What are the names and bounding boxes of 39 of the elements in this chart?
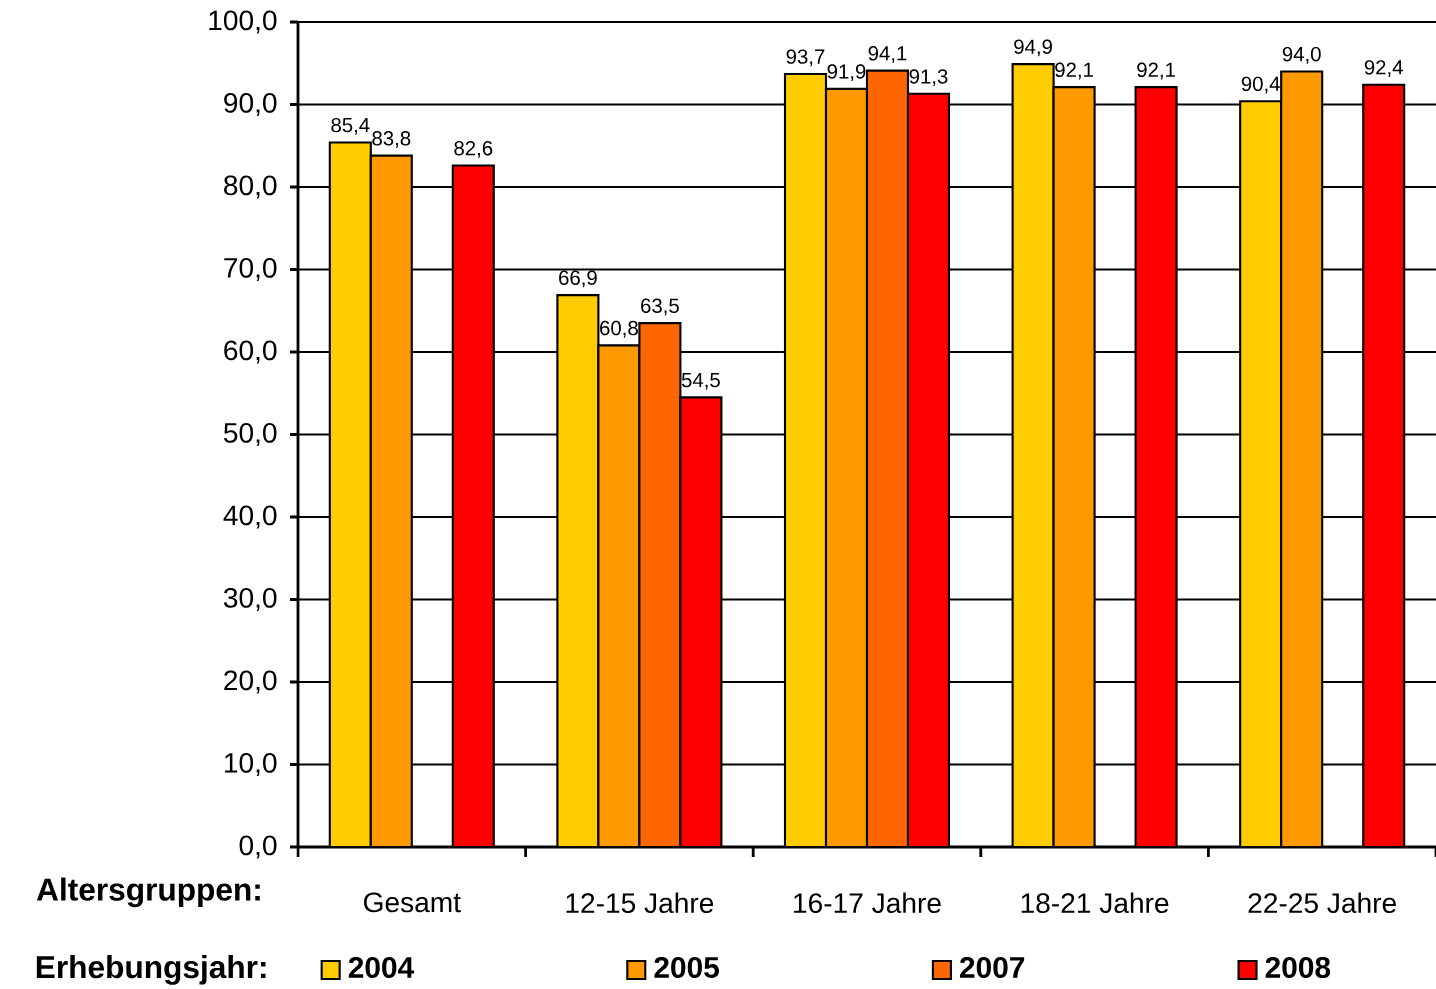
x-tick-label: 12-15 Jahre [566,892,714,914]
data-label: 90,4 [1241,76,1280,94]
data-label: 66,9 [559,270,597,288]
data-label: 94,1 [868,46,907,63]
y-tick-label: 90,0 [224,92,277,117]
legend-label: 2005 [654,956,719,978]
y-tick-label: 100,0 [209,10,277,34]
x-tick-label: 22-25 Jahre [1248,892,1396,914]
data-label: 93,7 [786,49,825,67]
data-label: 85,4 [331,117,370,135]
legend-title: Erhebungsjahr: [36,955,266,985]
data-label: 63,5 [641,298,679,316]
data-label: 54,5 [681,372,720,390]
data-label: 92,1 [1137,62,1175,80]
y-tick-label: 0,0 [239,835,277,859]
y-tick-label: 10,0 [225,752,277,777]
y-tick-label: 40,0 [223,505,277,529]
data-label: 60,8 [600,320,638,338]
data-label: 83,8 [372,131,411,148]
data-label: 92,1 [1055,62,1093,80]
y-tick-label: 80,0 [224,175,277,199]
x-tick-label: Gesamt [364,892,461,913]
x-tick-label: 16-17 Jahre [794,892,941,914]
y-tick-label: 60,0 [224,340,277,364]
legend-label: 2004 [348,956,415,978]
y-tick-label: 70,0 [224,257,277,282]
y-tick-label: 20,0 [224,670,277,694]
data-label: 91,9 [827,64,866,82]
legend-label: 2008 [1265,956,1331,978]
y-tick-label: 30,0 [223,587,277,612]
y-tick-label: 50,0 [223,422,277,447]
data-label: 91,3 [909,69,948,87]
legend-label: 2007 [960,956,1025,978]
data-label: 94,9 [1014,39,1052,57]
data-label: 92,4 [1364,60,1403,77]
x-tick-label: 18-21 Jahre [1021,892,1169,914]
data-label: 82,6 [454,140,493,158]
data-label: 94,0 [1282,46,1321,64]
x-axis-title: Altersgruppen: [36,877,260,908]
